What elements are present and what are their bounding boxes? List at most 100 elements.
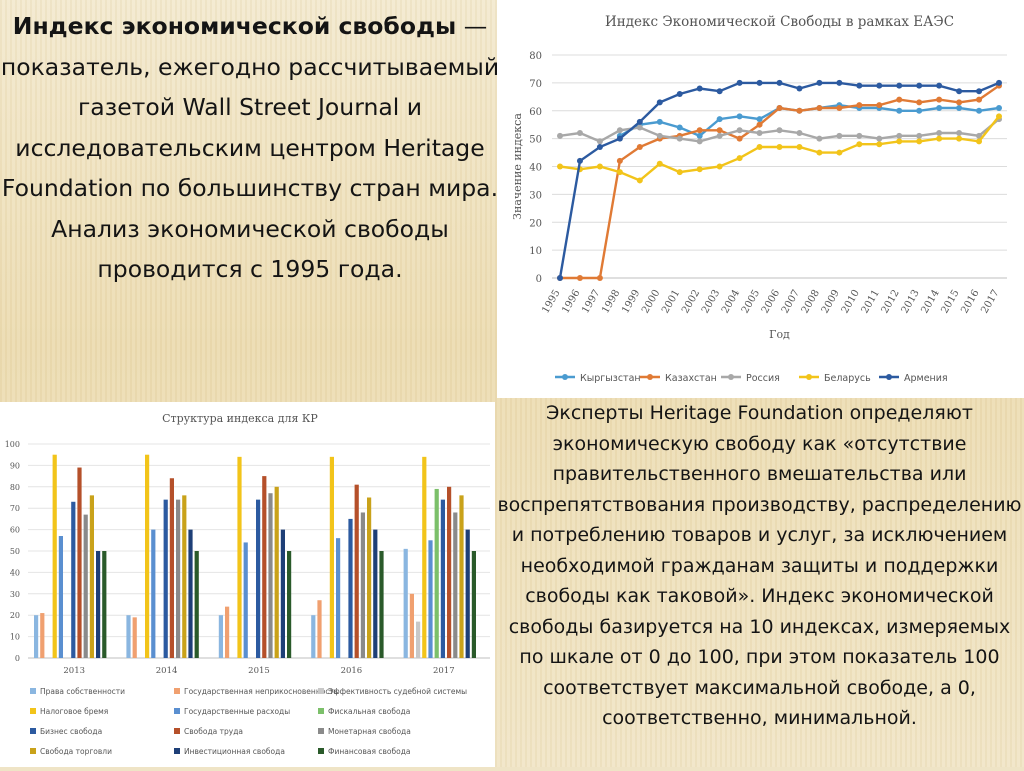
x-tick-label: 2014 (919, 288, 941, 316)
data-point (916, 82, 923, 89)
bar (176, 499, 181, 658)
bar (317, 600, 322, 658)
data-point (696, 138, 703, 145)
data-point (976, 96, 983, 103)
data-point (796, 130, 803, 137)
legend-label: Государственная неприкосновенность (184, 687, 338, 696)
legend-label: Монетарная свобода (328, 727, 411, 736)
data-point (896, 107, 903, 114)
legend-label: Беларусь (824, 373, 871, 384)
chart-legend: Кыргызстан Казахстан Россия Беларусь Армения (555, 373, 948, 384)
data-point (776, 127, 783, 134)
y-tick-label: 20 (529, 218, 542, 229)
data-point (716, 127, 723, 134)
chart-title: Индекс Экономической Свободы в рамках ЕА… (605, 14, 954, 30)
data-point (716, 132, 723, 139)
x-tick-label: 2007 (780, 288, 802, 316)
data-point (696, 127, 703, 134)
y-tick-label: 70 (529, 79, 542, 90)
line-chart-panel: Индекс Экономической Свободы в рамках ЕА… (497, 0, 1024, 398)
bar (40, 613, 45, 658)
legend-label: Свобода торговли (40, 747, 112, 756)
data-point (956, 88, 963, 95)
data-point (976, 107, 983, 114)
data-point (776, 104, 783, 111)
x-tick-label: 2015 (939, 288, 961, 316)
x-tick-label: 1999 (620, 288, 642, 316)
x-tick-label: 2010 (840, 288, 862, 316)
data-point (736, 79, 743, 86)
data-point (696, 85, 703, 92)
bar (459, 495, 464, 658)
y-tick-label: 30 (529, 190, 542, 201)
bar (182, 495, 187, 658)
data-point (576, 157, 583, 164)
legend-swatch (30, 728, 36, 734)
bar (132, 617, 137, 658)
data-point (996, 113, 1002, 120)
legend-swatch (174, 688, 180, 694)
legend-label: Бизнес свобода (40, 727, 102, 736)
y-tick-label: 30 (10, 590, 20, 599)
data-point (776, 143, 783, 150)
bar (354, 484, 359, 658)
bar (89, 495, 94, 658)
legend-swatch (30, 748, 36, 754)
data-point (896, 132, 903, 139)
data-point (776, 79, 783, 86)
bar (256, 499, 261, 658)
data-point (616, 157, 623, 164)
bar (329, 456, 334, 658)
bar (262, 476, 267, 658)
data-point (736, 113, 743, 120)
chart-title: Структура индекса для КР (162, 412, 318, 425)
data-point (716, 88, 723, 95)
legend-label: Налоговое бремя (40, 707, 108, 716)
bar (96, 551, 101, 658)
x-tick-label: 2013 (900, 288, 922, 316)
bar-chart-panel: Структура индекса для КР 0 10 20 30 40 50 60 70 8… (0, 402, 495, 767)
series-line (560, 84, 1000, 280)
bar (360, 512, 365, 658)
intro-bold-term: Индекс экономической свободы (12, 12, 457, 40)
bar (280, 529, 285, 658)
bar (151, 529, 156, 658)
y-tick-label: 10 (10, 633, 20, 642)
legend-marker (647, 374, 653, 380)
legend-label: Эффективность судебной системы (328, 687, 467, 696)
bar (188, 529, 193, 658)
data-point (756, 116, 763, 123)
legend-marker (562, 374, 568, 380)
y-tick-label: 80 (529, 51, 542, 62)
bar (243, 542, 248, 658)
data-point (696, 166, 703, 173)
series-line (558, 81, 1000, 279)
legend-swatch (174, 748, 180, 754)
data-point (616, 169, 623, 176)
data-point (876, 102, 883, 109)
data-point (836, 132, 843, 139)
data-point (557, 275, 563, 281)
data-point (676, 169, 683, 176)
data-point (796, 143, 803, 150)
x-tick-label: 2000 (640, 288, 662, 316)
data-point (616, 135, 623, 142)
y-tick-label: 50 (529, 135, 542, 146)
data-point (816, 104, 823, 111)
x-axis-label: Год (769, 328, 790, 341)
y-tick-label: 60 (529, 107, 542, 118)
data-point (956, 135, 963, 142)
data-point (696, 132, 703, 139)
data-point (736, 135, 743, 142)
x-tick-label: 1997 (580, 288, 602, 316)
y-axis-label: Значение индекса (511, 113, 524, 220)
legend-label: Права собственности (40, 687, 125, 696)
intro-paragraph: Индекс экономической свободы — показател… (0, 6, 500, 290)
expert-definition-paragraph: Эксперты Heritage Foundation определяют … (497, 402, 1022, 729)
data-point (896, 138, 903, 145)
y-tick-label: 0 (15, 654, 20, 663)
bar (440, 499, 445, 658)
x-tick-label: 2002 (680, 288, 702, 316)
legend-label: Государственные расходы (184, 707, 290, 716)
x-tick-label: 2001 (660, 288, 682, 316)
